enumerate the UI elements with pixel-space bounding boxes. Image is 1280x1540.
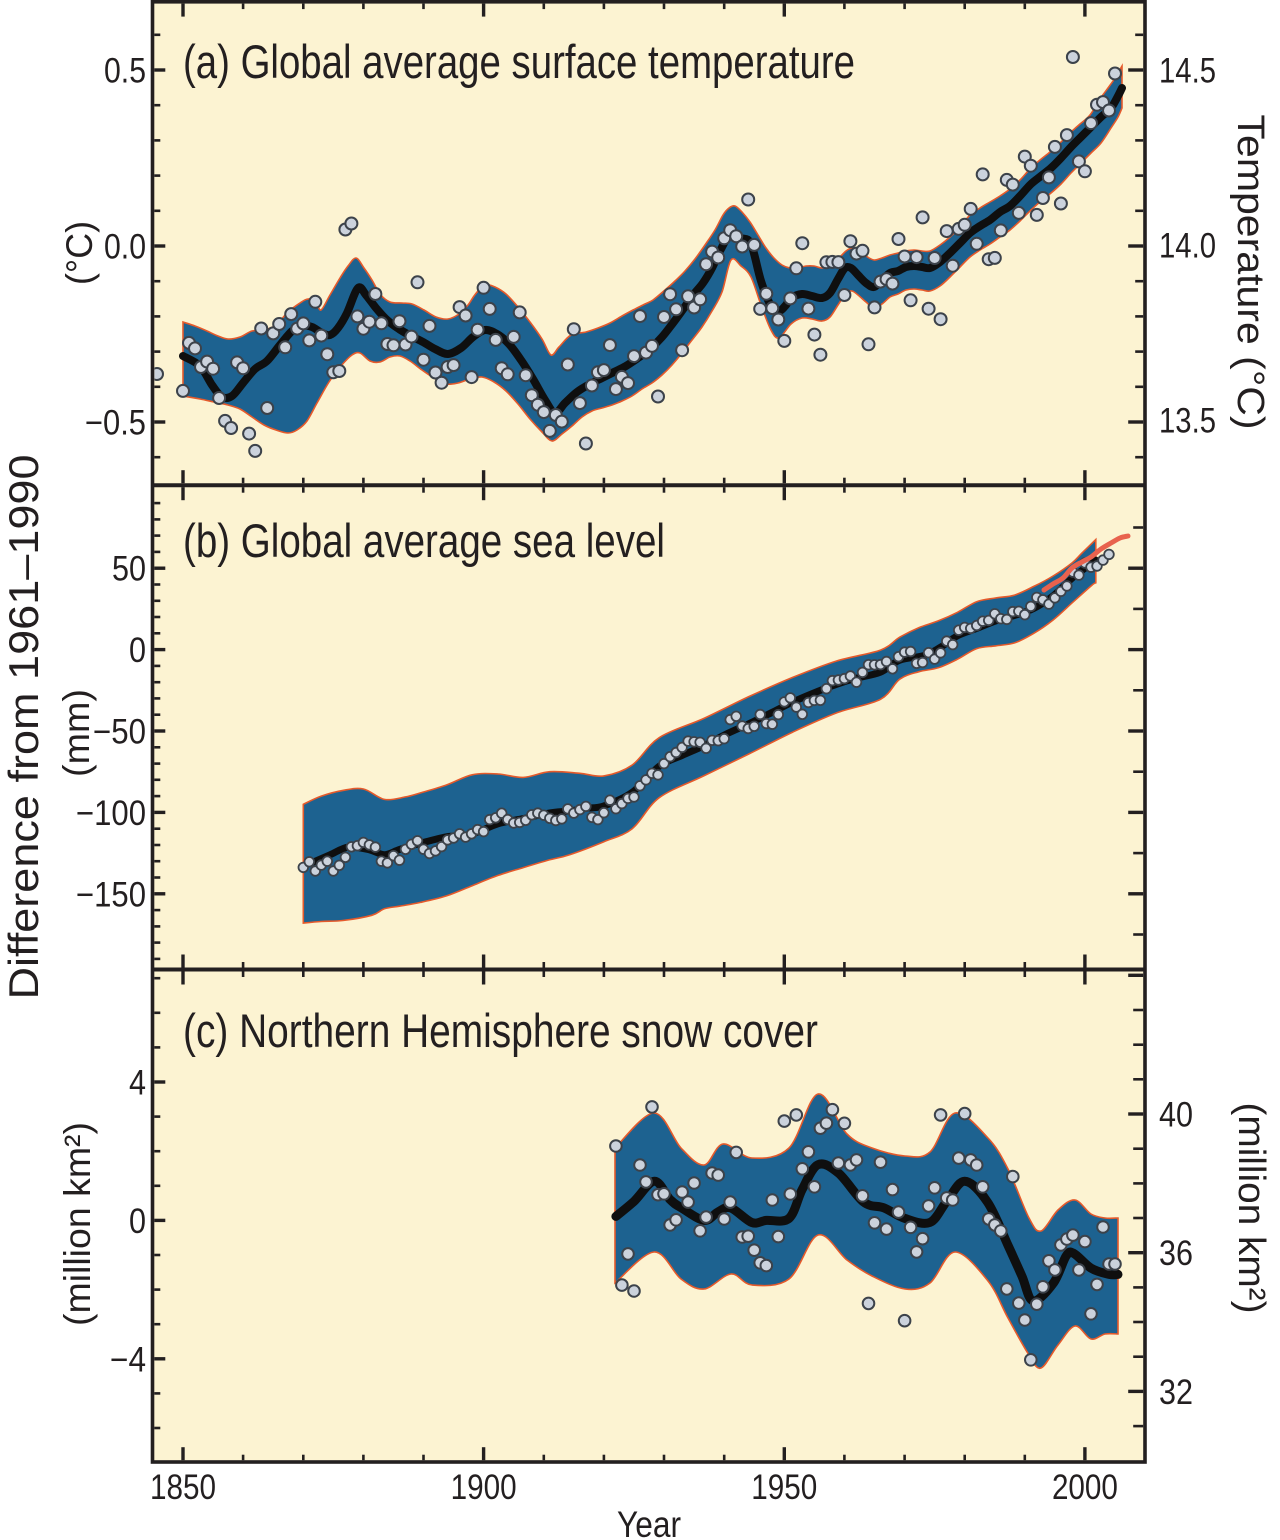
svg-text:(mm): (mm) <box>56 689 97 777</box>
svg-text:14.5: 14.5 <box>1159 52 1216 91</box>
svg-text:13.5: 13.5 <box>1159 402 1216 441</box>
svg-text:14.0: 14.0 <box>1159 227 1216 266</box>
svg-text:40: 40 <box>1159 1096 1193 1135</box>
svg-text:32: 32 <box>1159 1373 1193 1412</box>
svg-text:(million km²): (million km²) <box>1230 1103 1272 1314</box>
svg-text:0: 0 <box>129 1202 146 1241</box>
svg-text:50: 50 <box>112 550 146 589</box>
svg-text:(°C): (°C) <box>59 221 100 285</box>
svg-text:0.5: 0.5 <box>104 52 146 91</box>
svg-text:0: 0 <box>129 631 146 670</box>
svg-text:36: 36 <box>1159 1234 1193 1273</box>
svg-text:(million km²): (million km²) <box>57 1122 98 1326</box>
svg-text:−50: −50 <box>93 713 146 752</box>
svg-text:2000: 2000 <box>1052 1468 1118 1507</box>
svg-text:Year: Year <box>617 1504 681 1540</box>
svg-text:1950: 1950 <box>751 1468 817 1507</box>
svg-text:(b) Global average sea level: (b) Global average sea level <box>183 514 665 567</box>
svg-text:1850: 1850 <box>150 1468 216 1507</box>
svg-text:4: 4 <box>129 1064 146 1103</box>
svg-text:(c) Northern Hemisphere snow c: (c) Northern Hemisphere snow cover <box>183 1004 818 1057</box>
svg-text:(a) Global average surface tem: (a) Global average surface temperature <box>183 35 855 88</box>
svg-text:0.0: 0.0 <box>104 228 146 267</box>
svg-text:−150: −150 <box>76 875 146 914</box>
svg-text:Temperature (°C): Temperature (°C) <box>1229 115 1271 430</box>
svg-text:−0.5: −0.5 <box>85 404 146 443</box>
svg-text:−4: −4 <box>110 1340 146 1379</box>
svg-text:−100: −100 <box>76 794 146 833</box>
svg-text:1900: 1900 <box>451 1468 517 1507</box>
svg-text:Difference from 1961–1990: Difference from 1961–1990 <box>0 455 47 1000</box>
